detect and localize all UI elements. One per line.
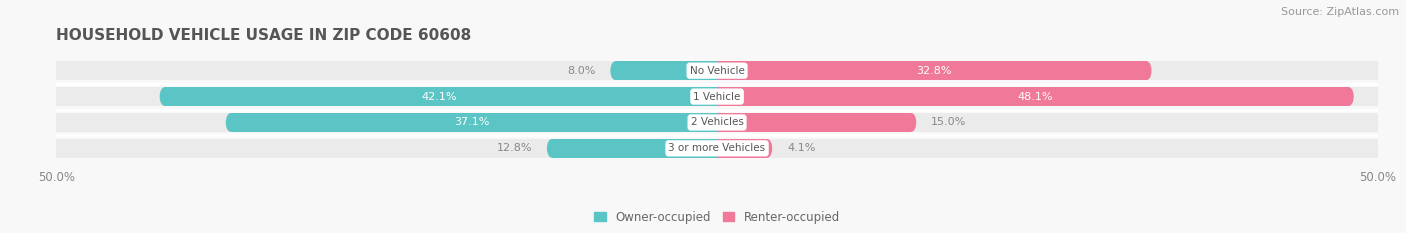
Text: 8.0%: 8.0% <box>567 66 596 76</box>
Text: 1 Vehicle: 1 Vehicle <box>693 92 741 102</box>
Circle shape <box>610 61 620 80</box>
Bar <box>60 61 1374 80</box>
Bar <box>717 113 911 132</box>
Text: Source: ZipAtlas.com: Source: ZipAtlas.com <box>1281 7 1399 17</box>
Bar <box>56 139 60 158</box>
Legend: Owner-occupied, Renter-occupied: Owner-occupied, Renter-occupied <box>589 206 845 228</box>
Text: 42.1%: 42.1% <box>422 92 457 102</box>
Bar <box>717 61 1147 80</box>
Bar <box>551 139 717 158</box>
Bar <box>717 139 721 158</box>
Bar <box>1374 113 1378 132</box>
Text: 48.1%: 48.1% <box>1017 92 1053 102</box>
Bar <box>60 113 1374 132</box>
Bar <box>717 61 721 80</box>
Bar <box>56 87 60 106</box>
Bar <box>56 113 60 132</box>
Bar <box>56 61 60 80</box>
Circle shape <box>55 139 65 158</box>
Circle shape <box>1369 113 1379 132</box>
Text: 32.8%: 32.8% <box>917 66 952 76</box>
Bar <box>713 87 717 106</box>
Bar <box>231 113 717 132</box>
Bar <box>1374 139 1378 158</box>
Circle shape <box>1142 61 1152 80</box>
Circle shape <box>1369 139 1379 158</box>
Text: 2 Vehicles: 2 Vehicles <box>690 117 744 127</box>
Bar <box>717 139 768 158</box>
Circle shape <box>547 139 557 158</box>
Bar <box>1374 87 1378 106</box>
Circle shape <box>907 113 917 132</box>
Bar <box>165 87 717 106</box>
Bar <box>717 87 1348 106</box>
Circle shape <box>55 87 65 106</box>
Circle shape <box>1369 87 1379 106</box>
Circle shape <box>226 113 235 132</box>
Text: 15.0%: 15.0% <box>931 117 966 127</box>
Circle shape <box>160 87 169 106</box>
Bar <box>60 87 1374 106</box>
Text: HOUSEHOLD VEHICLE USAGE IN ZIP CODE 60608: HOUSEHOLD VEHICLE USAGE IN ZIP CODE 6060… <box>56 28 471 43</box>
Text: 3 or more Vehicles: 3 or more Vehicles <box>668 143 766 153</box>
Bar <box>717 113 721 132</box>
Text: No Vehicle: No Vehicle <box>689 66 745 76</box>
Bar <box>1374 61 1378 80</box>
Text: 12.8%: 12.8% <box>496 143 531 153</box>
Text: 4.1%: 4.1% <box>787 143 815 153</box>
Bar <box>60 139 1374 158</box>
Circle shape <box>55 61 65 80</box>
Circle shape <box>1369 61 1379 80</box>
Bar <box>713 139 717 158</box>
Bar <box>713 61 717 80</box>
Text: 37.1%: 37.1% <box>454 117 489 127</box>
Circle shape <box>1344 87 1354 106</box>
Bar <box>717 87 721 106</box>
Circle shape <box>55 113 65 132</box>
Bar <box>713 113 717 132</box>
Bar <box>616 61 717 80</box>
Circle shape <box>762 139 772 158</box>
